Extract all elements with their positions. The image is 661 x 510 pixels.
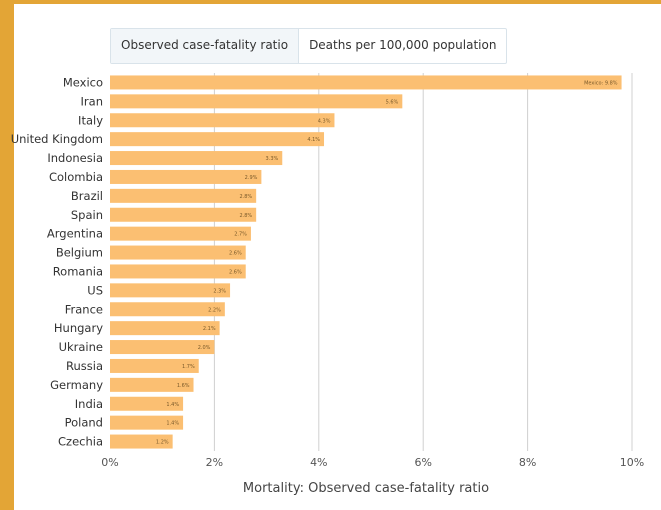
category-label: Czechia <box>58 435 103 449</box>
category-label: India <box>75 397 103 411</box>
bar-value-label: 1.4% <box>166 421 179 427</box>
bar <box>110 94 403 109</box>
gridlines <box>213 73 633 451</box>
category-label: Spain <box>71 208 103 222</box>
metric-toggle: Observed case-fatality ratio Deaths per … <box>110 28 508 64</box>
bar-value-label: 5.6% <box>386 99 399 105</box>
bar-value-label: 2.0% <box>198 345 211 351</box>
bar <box>110 151 283 166</box>
bar-value-label: 2.3% <box>213 288 226 294</box>
bar-value-label: 3.3% <box>266 156 279 162</box>
bar-value-label: 2.7% <box>234 232 247 238</box>
bar <box>110 302 225 317</box>
bar <box>110 207 257 222</box>
bar <box>110 75 622 90</box>
category-label: Russia <box>66 359 103 373</box>
bar-value-label: 2.6% <box>229 251 242 257</box>
category-label: Hungary <box>54 321 103 335</box>
bar-value-label: 2.1% <box>203 326 216 332</box>
category-label: Italy <box>78 113 103 127</box>
category-label: Poland <box>65 416 103 430</box>
category-labels: Mexico Iran Italy United Kingdom Indonesia Co… <box>11 75 104 448</box>
category-label: Brazil <box>71 189 103 203</box>
bar <box>110 396 184 411</box>
bar-value-label: Mexico: 9.8% <box>584 80 618 86</box>
bar-value-label: 2.2% <box>208 307 221 313</box>
bar <box>110 321 220 336</box>
tab-case-fatality-ratio[interactable]: Observed case-fatality ratio <box>111 29 300 63</box>
category-label: Colombia <box>49 170 103 184</box>
bar <box>110 226 251 241</box>
category-label: Ukraine <box>59 340 103 354</box>
bar-value-label: 2.8% <box>239 194 252 200</box>
bar <box>110 132 325 147</box>
bar <box>110 113 335 128</box>
bars: Mexico: 9.8% 5.6% 4.3% 4.1% 3.3% 2.9% 2.8% 2.8%… <box>110 75 622 449</box>
bar-value-label: 1.6% <box>177 383 190 389</box>
category-label: Belgium <box>56 246 103 260</box>
category-label: US <box>87 283 103 297</box>
bar <box>110 245 246 260</box>
x-tick-label: 4% <box>310 456 327 469</box>
bar <box>110 264 246 279</box>
bar <box>110 169 262 184</box>
x-tick-label: 0% <box>101 456 118 469</box>
bar-value-label: 4.3% <box>318 118 331 124</box>
category-label: Argentina <box>47 227 103 241</box>
category-label: United Kingdom <box>11 132 103 146</box>
bar-value-label: 1.4% <box>166 402 179 408</box>
bar-value-label: 4.1% <box>307 137 320 143</box>
bar-value-label: 2.6% <box>229 269 242 275</box>
bar <box>110 340 215 355</box>
category-label: Romania <box>53 264 103 278</box>
bar <box>110 188 257 203</box>
category-label: Iran <box>81 94 103 108</box>
x-tick-labels: 0% 2% 4% 6% 8% 10% <box>101 456 644 469</box>
bar <box>110 415 184 430</box>
bar-value-label: 2.9% <box>245 175 258 181</box>
bar <box>110 377 194 392</box>
x-tick-label: 8% <box>519 456 536 469</box>
x-axis-title: Mortality: Observed case-fatality ratio <box>243 481 489 496</box>
bar <box>110 358 199 373</box>
bar <box>110 434 173 449</box>
bar-value-label: 1.2% <box>156 440 169 446</box>
bar <box>110 283 231 298</box>
category-label: Indonesia <box>47 151 103 165</box>
bar-value-label: 1.7% <box>182 364 195 370</box>
category-label: Germany <box>50 378 103 392</box>
category-label: Mexico <box>63 75 103 89</box>
x-tick-label: 6% <box>414 456 431 469</box>
x-tick-label: 2% <box>206 456 223 469</box>
bar-value-label: 2.8% <box>239 213 252 219</box>
tab-deaths-per-100k[interactable]: Deaths per 100,000 population <box>309 38 497 52</box>
x-tick-label: 10% <box>620 456 644 469</box>
category-label: France <box>65 302 103 316</box>
